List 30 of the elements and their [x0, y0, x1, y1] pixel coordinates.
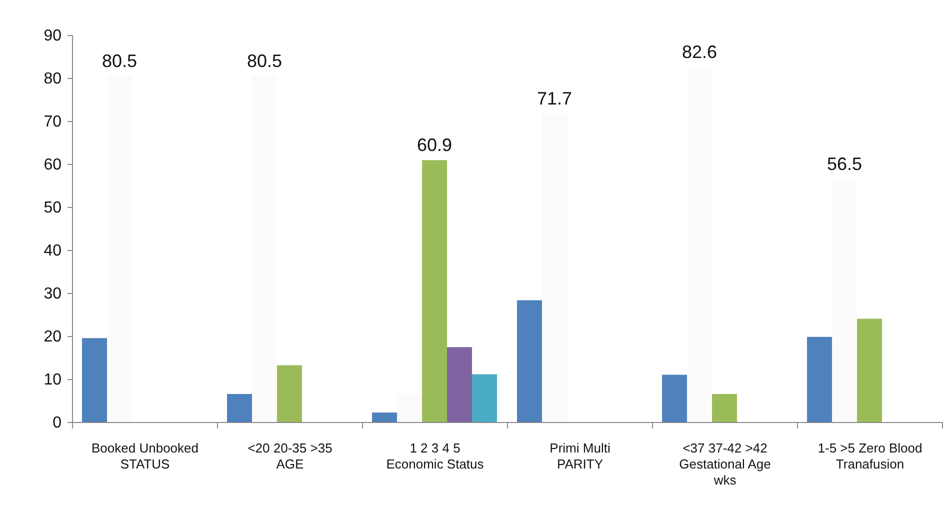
y-tick-label: 70	[44, 114, 62, 130]
data-label: 56.5	[826, 154, 862, 174]
data-label: 82.6	[682, 42, 718, 62]
data-label: 80.5	[102, 50, 138, 71]
bar	[227, 394, 252, 422]
x-tick-label: <37 37-42 >42 Gestational Age wks	[679, 440, 771, 488]
y-tick-label: 80	[44, 70, 62, 88]
y-tick-label: 20	[44, 328, 62, 346]
bar	[472, 374, 497, 422]
y-tick-label: 60	[44, 156, 62, 174]
y-tick-label: 30	[44, 286, 62, 302]
data-label: 71.7	[536, 88, 572, 109]
x-tick-label: Primi Multi PARITY	[550, 440, 610, 472]
y-tick-label: 50	[44, 200, 62, 216]
x-tick-label: <20 20-35 >35 AGE	[248, 440, 332, 472]
y-tick-label: 0	[52, 414, 62, 432]
bar	[82, 338, 107, 422]
x-tick-label: Booked Unbooked STATUS	[92, 440, 198, 472]
bar	[422, 160, 447, 422]
data-label: 60.9	[416, 135, 452, 156]
y-tick-label: 40	[44, 242, 62, 260]
bar	[447, 347, 472, 422]
y-tick-label: 10	[44, 372, 62, 388]
data-label: 80.5	[246, 50, 282, 71]
x-tick-label: 1 2 3 4 5 Economic Status	[386, 440, 484, 472]
bar	[662, 374, 687, 422]
y-tick-label: 90	[44, 28, 62, 44]
bar	[712, 394, 737, 422]
x-tick-label: 1-5 >5 Zero Blood Tranafusion	[818, 440, 922, 472]
bar	[277, 365, 302, 422]
